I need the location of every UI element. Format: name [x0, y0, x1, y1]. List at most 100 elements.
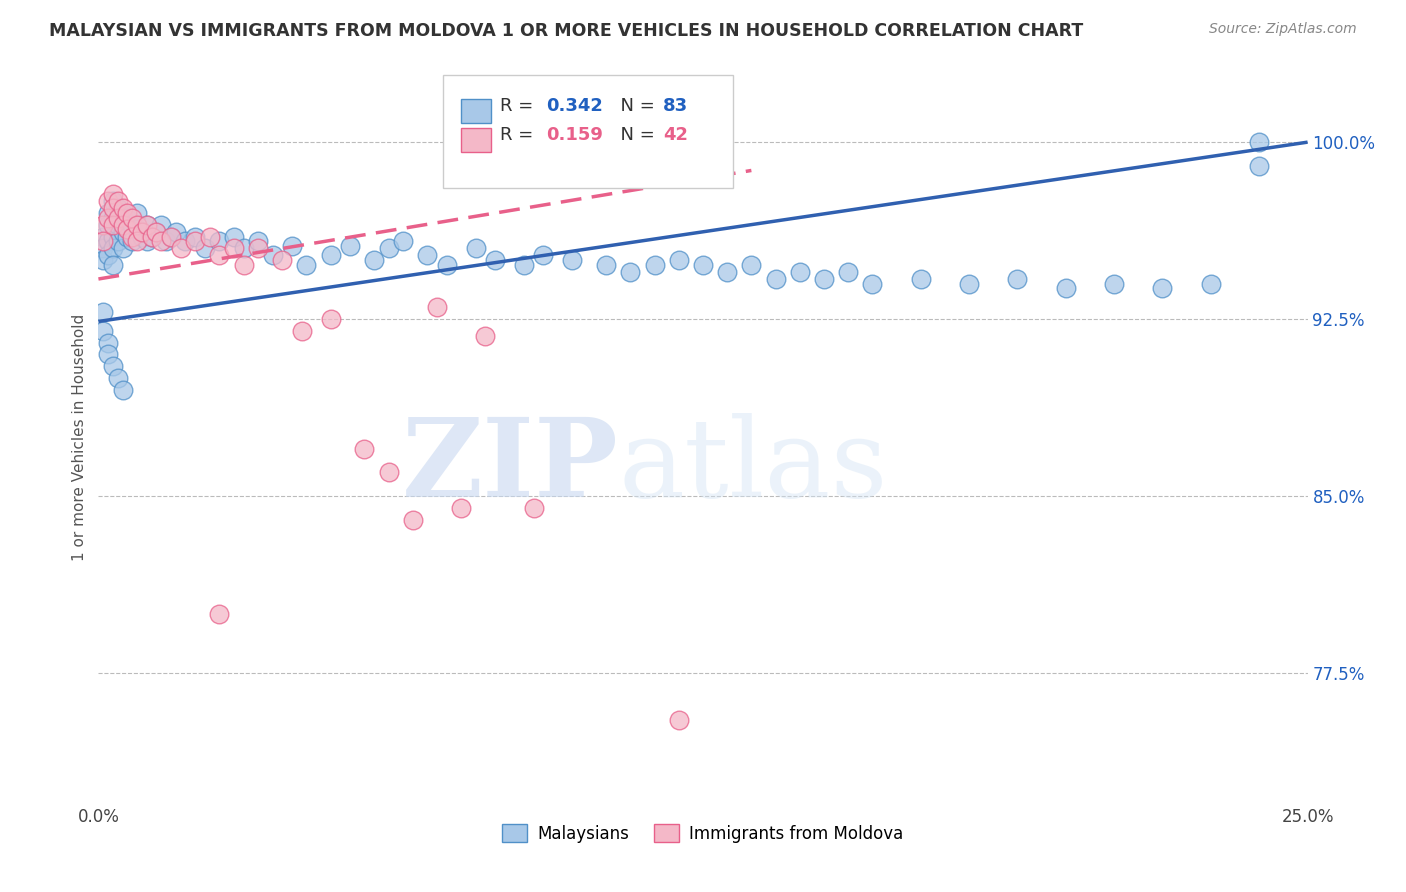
Point [184, 229, 207, 244]
Text: R =: R = [501, 96, 538, 115]
Point [740, 258, 762, 272]
FancyBboxPatch shape [461, 99, 492, 122]
Point [111, 241, 134, 255]
Point [127, 206, 149, 220]
Point [145, 225, 167, 239]
Point [194, 241, 217, 255]
Point [107, 211, 129, 225]
Point [765, 272, 787, 286]
Point [101, 218, 124, 232]
Point [208, 248, 231, 262]
Point [111, 206, 134, 220]
Point [910, 272, 932, 286]
Point [127, 234, 149, 248]
Point [91, 229, 114, 244]
Point [101, 241, 124, 255]
Legend: Malaysians, Immigrants from Moldova: Malaysians, Immigrants from Moldova [496, 818, 910, 849]
Point [117, 229, 139, 244]
Point [426, 301, 449, 315]
Point [107, 218, 129, 232]
Point [290, 324, 312, 338]
Point [232, 241, 254, 255]
Point [111, 225, 134, 239]
Point [860, 277, 883, 291]
Point [668, 713, 690, 727]
Point [416, 248, 439, 262]
Point [377, 466, 399, 480]
Point [319, 312, 342, 326]
Point [97, 248, 120, 262]
Point [91, 305, 114, 319]
Point [97, 211, 120, 225]
Point [141, 229, 163, 244]
Point [281, 239, 304, 253]
Text: MALAYSIAN VS IMMIGRANTS FROM MOLDOVA 1 OR MORE VEHICLES IN HOUSEHOLD CORRELATION: MALAYSIAN VS IMMIGRANTS FROM MOLDOVA 1 O… [49, 22, 1084, 40]
Point [127, 222, 149, 236]
Point [363, 253, 385, 268]
Point [1054, 281, 1077, 295]
Point [160, 229, 183, 244]
Text: atlas: atlas [619, 413, 889, 520]
Point [474, 328, 496, 343]
Point [117, 206, 139, 220]
Point [160, 229, 183, 244]
Point [101, 359, 124, 374]
Point [101, 187, 124, 202]
Point [107, 371, 129, 385]
Point [121, 234, 143, 248]
Point [523, 500, 546, 515]
Point [377, 241, 399, 255]
Point [222, 241, 245, 255]
Point [121, 211, 143, 225]
FancyBboxPatch shape [461, 128, 492, 152]
Point [101, 258, 124, 272]
Point [107, 234, 129, 248]
Point [91, 253, 114, 268]
Point [101, 201, 124, 215]
Point [131, 225, 153, 239]
Text: 83: 83 [664, 96, 688, 115]
Point [174, 234, 197, 248]
Point [117, 211, 139, 225]
Point [107, 201, 129, 215]
Point [91, 324, 114, 338]
Point [402, 513, 425, 527]
Point [208, 607, 231, 621]
Point [131, 229, 153, 244]
Text: 0.342: 0.342 [546, 96, 603, 115]
Point [97, 194, 120, 208]
Point [97, 234, 120, 248]
Point [450, 500, 472, 515]
Point [295, 258, 318, 272]
Point [392, 234, 415, 248]
Point [91, 234, 114, 248]
Point [107, 194, 129, 208]
Point [595, 258, 617, 272]
Point [97, 206, 120, 220]
Point [135, 218, 157, 232]
Point [561, 253, 583, 268]
Point [97, 218, 120, 232]
Point [198, 229, 221, 244]
Point [111, 218, 134, 232]
Point [127, 218, 149, 232]
Point [145, 225, 167, 239]
Point [1249, 135, 1271, 149]
Point [531, 248, 554, 262]
Point [1249, 159, 1271, 173]
Text: ZIP: ZIP [402, 413, 619, 520]
Point [135, 234, 157, 248]
Text: N =: N = [609, 96, 661, 115]
Point [1152, 281, 1174, 295]
Point [97, 335, 120, 350]
Point [247, 241, 270, 255]
Point [692, 258, 714, 272]
Point [513, 258, 536, 272]
Point [101, 229, 124, 244]
Y-axis label: 1 or more Vehicles in Household: 1 or more Vehicles in Household [72, 313, 87, 561]
Point [165, 225, 187, 239]
Point [716, 265, 738, 279]
Point [111, 383, 134, 397]
Point [1199, 277, 1222, 291]
Point [247, 234, 270, 248]
